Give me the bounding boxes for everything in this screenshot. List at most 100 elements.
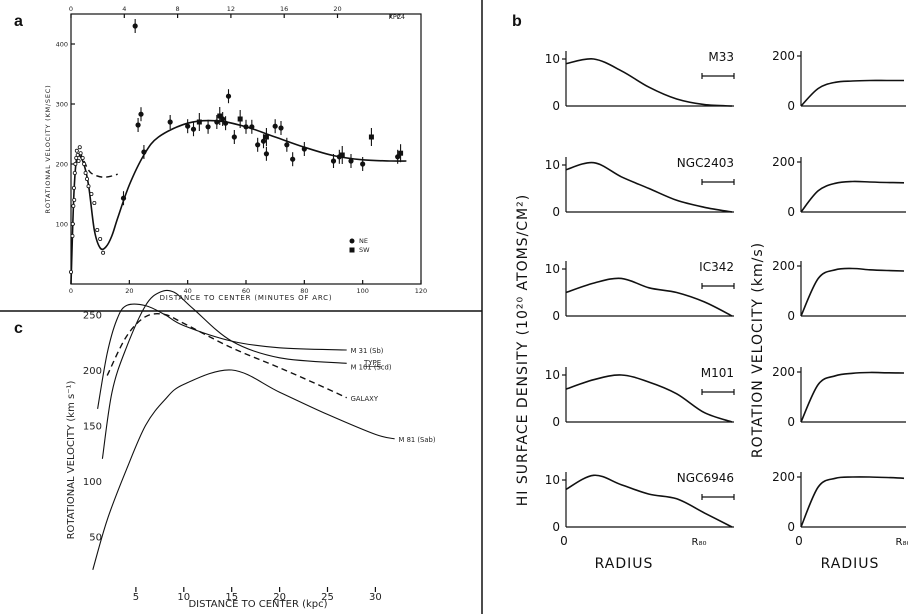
density-tick-label: 10: [545, 262, 560, 276]
density-curve: [565, 58, 733, 107]
data-point-ne: [330, 158, 337, 164]
data-point-inner: [76, 158, 81, 163]
data-point-ne: [272, 123, 278, 129]
panel-b-ylabel-left: HI SURFACE DENSITY (10²⁰ ATOMS/CM²): [515, 194, 531, 506]
panel-b-ylabel-right: ROTATION VELOCITY (km/s): [750, 242, 766, 458]
galaxy-name: M101: [701, 366, 734, 380]
data-point-ne: [185, 123, 191, 129]
density-zero-label: 0: [552, 99, 560, 113]
legend-sw-marker: [349, 247, 355, 253]
top-tick-label: 4: [122, 5, 126, 13]
data-point-inner: [72, 197, 77, 202]
panel-b-x-zero-left: 0: [560, 534, 568, 548]
panel-b-xlabel-right: RADIUS: [821, 556, 880, 572]
top-tick-label: 20: [333, 5, 341, 13]
data-point-inner: [78, 151, 83, 156]
galaxy-name: M33: [708, 50, 734, 64]
density-tick-label: 10: [545, 158, 560, 172]
data-point-ne: [190, 126, 197, 132]
series-line: [106, 313, 347, 399]
panel-b-r80-left: R₈₀: [692, 537, 707, 548]
data-point-ne: [132, 23, 138, 29]
density-zero-label: 0: [552, 520, 560, 534]
data-point-ne: [138, 111, 144, 117]
panel-b-plot: 10 0 M33 200 0 10 0 NGC2403 200 0 10 0 IC342 200 0 10 0 M…: [545, 49, 906, 534]
density-zero-label: 0: [552, 415, 560, 429]
x-tick-label: 40: [184, 287, 192, 295]
x-tick-label: 10: [177, 592, 190, 603]
panel-a-ylabel: ROTATIONAL VELOCITY (KM/SEC): [44, 85, 52, 214]
data-point-ne: [167, 119, 173, 125]
velocity-curve: [800, 371, 905, 423]
data-point-sw: [217, 113, 223, 119]
panel-c-xlabel: DISTANCE TO CENTER (kpc): [188, 599, 327, 610]
data-point-inner: [85, 176, 90, 181]
data-point-ne: [225, 93, 232, 99]
galaxy-row: 10 0 IC342 200 0: [545, 259, 906, 323]
data-point-ne: [214, 119, 220, 125]
panel-b-x-zero-right: 0: [795, 534, 803, 548]
data-point-ne: [263, 151, 270, 157]
data-point-ne: [255, 142, 261, 148]
y-tick-label: 250: [83, 311, 102, 322]
data-point-ne: [135, 122, 141, 128]
data-point-inner: [70, 233, 75, 238]
panel-a-frame: [70, 13, 422, 285]
data-point-inner: [74, 148, 79, 153]
series-label: M 31 (Sb): [351, 347, 384, 355]
velocity-curve: [800, 267, 905, 317]
top-tick-label: 0: [69, 5, 73, 13]
x-tick-label: 60: [242, 287, 250, 295]
panel-c-plot: 5 10 15 20 25 30 50 100 150 200 250 M 31 (Sb) M 101 …: [83, 289, 436, 603]
data-point-inner: [82, 161, 87, 166]
data-point-ne: [249, 124, 255, 130]
velocity-tick-label: 200: [772, 49, 795, 63]
data-point-inner: [80, 155, 85, 160]
data-point-sw: [263, 134, 269, 140]
data-point-sw: [339, 152, 345, 158]
panel-a-xlabel: DISTANCE TO CENTER (MINUTES OF ARC): [160, 294, 333, 302]
x-tick-label: 0: [69, 287, 73, 295]
legend-ne-label: NE: [359, 237, 368, 245]
panel-c-legend-title: TYPE: [363, 359, 381, 367]
velocity-zero-label: 0: [787, 309, 795, 323]
data-point-inner: [72, 170, 77, 175]
velocity-zero-label: 0: [787, 415, 795, 429]
data-point-inner: [101, 250, 106, 255]
series-line: [92, 369, 395, 570]
panel-label-c: c: [14, 320, 23, 337]
panel-c-ylabel: ROTATIONAL VELOCITY (km s⁻¹): [66, 381, 77, 540]
y-tick-label: 50: [89, 533, 102, 544]
data-point-ne: [348, 158, 354, 164]
top-tick-label: 24: [397, 13, 405, 21]
x-tick-label: 20: [125, 287, 133, 295]
data-point-ne: [290, 156, 296, 162]
density-curve: [565, 374, 733, 423]
galaxy-row: 10 0 NGC6946 200 0: [545, 470, 906, 534]
density-tick-label: 10: [545, 473, 560, 487]
data-point-ne: [243, 124, 249, 130]
model-curve-solid: [70, 119, 407, 285]
model-curve-dashed: [79, 151, 118, 178]
velocity-zero-label: 0: [787, 205, 795, 219]
data-point-sw: [368, 134, 374, 140]
y-tick-label: 150: [83, 422, 102, 433]
series-label: GALAXY: [351, 395, 379, 403]
y-tick-label: 100: [56, 221, 68, 229]
series-label: M 101 (Scd): [351, 363, 392, 371]
density-curve: [565, 474, 733, 528]
legend-ne-marker: [349, 238, 355, 244]
top-tick-label: 8: [176, 5, 180, 13]
density-tick-label: 10: [545, 52, 560, 66]
data-point-ne: [260, 138, 267, 144]
x-tick-label: 100: [356, 287, 368, 295]
data-point-ne: [120, 195, 127, 201]
data-point-inner: [77, 145, 82, 150]
data-point-sw: [196, 119, 202, 125]
galaxy-row: 10 0 NGC2403 200 0: [545, 155, 906, 219]
density-zero-label: 0: [552, 309, 560, 323]
panel-a-legend: NE SW: [349, 237, 370, 254]
data-point-inner: [86, 184, 91, 189]
data-point-ne: [284, 142, 290, 148]
data-point-inner: [69, 269, 74, 274]
